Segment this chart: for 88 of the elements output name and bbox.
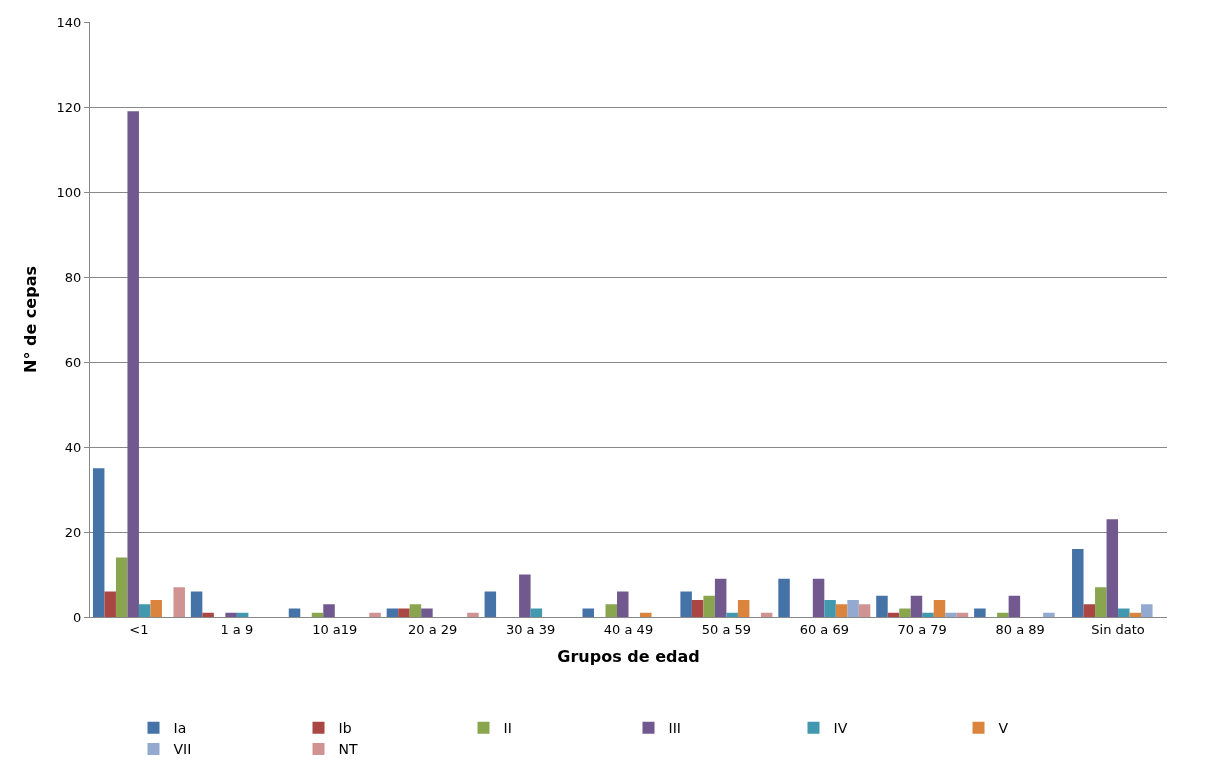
- bar: [847, 600, 859, 617]
- bar: [398, 608, 410, 617]
- bar: [922, 612, 934, 617]
- bar: [876, 595, 888, 617]
- bar: [138, 604, 151, 617]
- bar: [1106, 519, 1119, 617]
- x-tick-label: 60 a 69: [799, 621, 849, 637]
- bar: [582, 608, 594, 617]
- legend-label: IV: [833, 720, 848, 737]
- bar: [530, 608, 543, 617]
- legend-label: II: [503, 720, 512, 737]
- bar: [778, 578, 790, 617]
- x-tick-label: <1: [129, 621, 149, 637]
- bar: [605, 604, 617, 617]
- bar: [1043, 612, 1055, 617]
- legend-label: V: [998, 720, 1009, 737]
- bar: [680, 591, 692, 617]
- bar: [190, 591, 203, 617]
- bar: [726, 612, 738, 617]
- bar: [1072, 549, 1084, 617]
- bar: [127, 111, 139, 617]
- y-tick-label: 140: [56, 14, 82, 30]
- bar: [812, 578, 825, 617]
- bar: [887, 612, 900, 617]
- bar: [1141, 604, 1153, 617]
- y-tick-label: 40: [64, 439, 82, 455]
- bar: [997, 612, 1009, 617]
- x-tick-label: 50 a 59: [701, 621, 752, 637]
- legend-label: Ia: [173, 720, 187, 737]
- bar: [858, 604, 871, 617]
- bar: [421, 608, 433, 617]
- bar: [714, 578, 727, 617]
- bar: [824, 600, 836, 617]
- x-tick-label: 30 a 39: [505, 621, 556, 637]
- y-axis-title: N° de cepas: [21, 266, 41, 373]
- bar: [484, 591, 497, 617]
- bar: [1118, 608, 1130, 617]
- y-tick-label: 60: [64, 354, 82, 370]
- bar: [104, 591, 116, 617]
- bar: [115, 557, 128, 617]
- bar: [202, 612, 214, 617]
- bar: [617, 591, 629, 617]
- bar: [956, 612, 969, 617]
- legend-label: NT: [338, 741, 358, 758]
- y-tick-label: 20: [64, 524, 82, 540]
- x-tick-label: 80 a 89: [995, 621, 1045, 637]
- bar: [311, 612, 324, 617]
- legend-label: III: [668, 720, 681, 737]
- bar: [1095, 587, 1107, 617]
- bar: [1008, 595, 1021, 617]
- bar: [173, 587, 185, 617]
- bar: [974, 608, 986, 617]
- bar: [236, 612, 249, 617]
- bar: [760, 612, 773, 617]
- legend-label: Ib: [338, 720, 352, 737]
- x-tick-label: 1 a 9: [220, 621, 254, 637]
- y-tick-label: 0: [73, 609, 82, 625]
- bar: [288, 608, 301, 617]
- bar: [910, 595, 923, 617]
- bar: [945, 612, 957, 617]
- bar: [835, 604, 848, 617]
- bar: [691, 600, 704, 617]
- x-tick-label: 70 a 79: [897, 621, 947, 637]
- bar: [899, 608, 911, 617]
- bar: [467, 612, 479, 617]
- x-axis-title: Grupos de edad: [557, 647, 700, 667]
- y-tick-label: 120: [56, 99, 82, 115]
- x-tick-label: 20 a 29: [408, 621, 458, 637]
- bar: [933, 600, 946, 617]
- bar: [1129, 612, 1142, 617]
- bar: [409, 604, 422, 617]
- bar: [225, 612, 237, 617]
- bar: [1083, 604, 1096, 617]
- y-tick-label: 80: [64, 269, 82, 285]
- bar: [519, 574, 531, 617]
- legend-label: VII: [173, 741, 192, 758]
- bar: [703, 595, 715, 617]
- bar: [92, 468, 105, 617]
- x-tick-label: 10 a19: [312, 621, 358, 637]
- y-tick-label: 100: [56, 184, 82, 200]
- x-tick-label: 40 a 49: [603, 621, 654, 637]
- bar: [386, 608, 399, 617]
- bar: [323, 604, 335, 617]
- bar: [369, 612, 381, 617]
- x-tick-label: Sin dato: [1091, 621, 1145, 637]
- bar: [150, 600, 162, 617]
- bar: [640, 612, 652, 617]
- bar: [737, 600, 750, 617]
